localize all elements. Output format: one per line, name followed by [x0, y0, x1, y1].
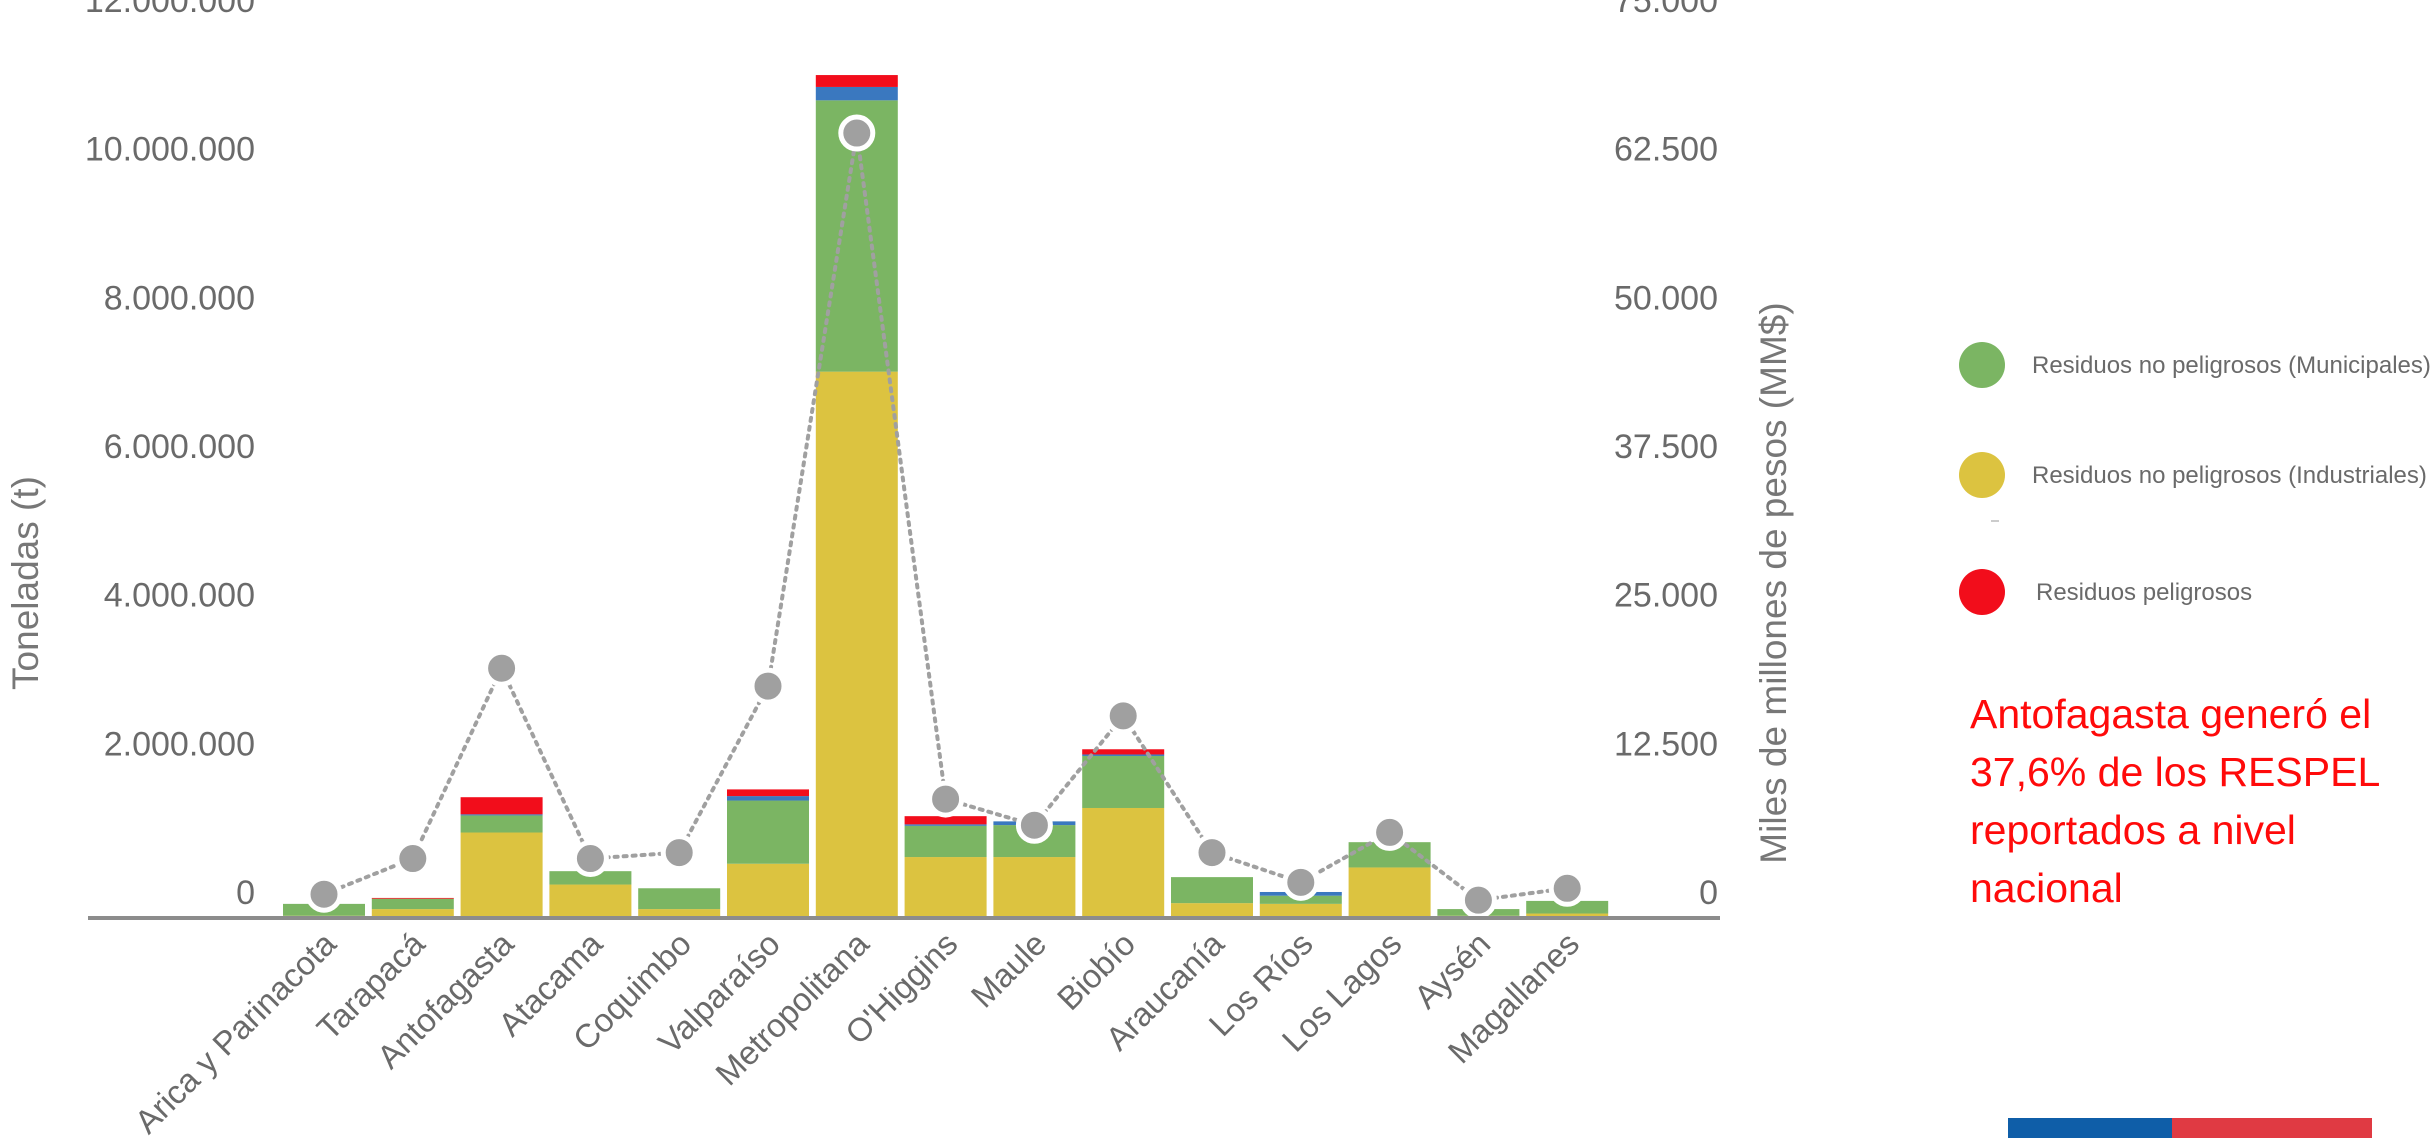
cost-point-antofagasta: [483, 649, 521, 687]
bar-valparaiso-residuos-no-peligrosos-industriales: [727, 863, 809, 918]
y2-tick-label: 37.500: [1614, 428, 1718, 466]
bar-maule-residuos-no-peligrosos-industriales: [993, 857, 1076, 918]
y-tick-label: 12.000.000: [85, 0, 255, 20]
bar-antofagasta-residuos-no-peligrosos-municipales: [460, 815, 543, 833]
legend-swatch-residuos-peligrosos: [1959, 569, 2005, 615]
y2-axis-title: Miles de millones de pesos (MM$): [1753, 302, 1794, 863]
y-tick-label: 6.000.000: [104, 428, 255, 466]
y-tick-label: 0: [236, 874, 255, 912]
cost-line-layer: [305, 114, 1586, 919]
legend-label-residuos-no-peligrosos-industriales: Residuos no peligrosos (Industriales): [2032, 462, 2427, 489]
bar-antofagasta-residuos-no-peligrosos-industriales: [460, 832, 543, 918]
annotation-note: Antofagasta generó el 37,6% de los RESPE…: [1970, 691, 2379, 911]
bar-metropolitana-otros: [815, 86, 898, 101]
legend-swatch-residuos-no-peligrosos-industriales: [1959, 452, 2005, 498]
cost-point-coquimbo: [660, 834, 698, 872]
y2-tick-label: 25.000: [1614, 577, 1718, 615]
legend: Residuos no peligrosos (Municipales) Resi…: [1959, 342, 2431, 615]
bar-tarapaca-residuos-peligrosos: [371, 897, 454, 899]
bar-o-higgins-residuos-no-peligrosos-industriales: [904, 857, 987, 918]
cost-point-maule: [1015, 806, 1053, 844]
cost-point-los-lagos: [1371, 813, 1409, 851]
legend-label-residuos-peligrosos: Residuos peligrosos: [2036, 579, 2252, 606]
y-tick-label: 2.000.000: [104, 725, 255, 763]
cost-point-los-rios: [1282, 863, 1320, 901]
legend-swatch-residuos-no-peligrosos-municipales: [1959, 342, 2005, 388]
bar-biobio-residuos-no-peligrosos-municipales: [1082, 755, 1165, 808]
bar-coquimbo-residuos-no-peligrosos-industriales: [638, 909, 721, 918]
bar-magallanes-residuos-no-peligrosos-industriales: [1526, 913, 1609, 918]
bar-o-higgins-otros: [904, 824, 987, 826]
y2-tick-label: 0: [1699, 874, 1718, 912]
bar-o-higgins-residuos-peligrosos: [904, 816, 987, 825]
y-tick-label: 8.000.000: [104, 279, 255, 317]
bar-tarapaca-residuos-no-peligrosos-industriales: [371, 909, 454, 918]
y2-tick-label: 50.000: [1614, 279, 1718, 317]
cost-point-arica-y-parinacota: [305, 875, 343, 913]
bar-antofagasta-residuos-peligrosos: [460, 797, 543, 815]
cost-point-araucania: [1193, 834, 1231, 872]
bars-layer: [283, 75, 1609, 918]
cost-point-metropolitana: [838, 114, 876, 152]
category-label-arica-y-parinacota: Arica y Parinacota: [127, 924, 343, 1138]
bar-atacama-residuos-no-peligrosos-industriales: [549, 884, 632, 918]
y2-tick-label: 12.500: [1614, 725, 1718, 763]
cost-point-tarapaca: [394, 840, 432, 878]
bar-valparaiso-otros: [727, 796, 809, 801]
bar-valparaiso-residuos-peligrosos: [727, 789, 809, 797]
y2-tick-label: 62.500: [1614, 131, 1718, 169]
bar-valparaiso-residuos-no-peligrosos-municipales: [727, 800, 809, 864]
bar-biobio-residuos-peligrosos: [1082, 749, 1165, 755]
category-label-metropolitana: Metropolitana: [708, 924, 876, 1092]
y-axis-title: Toneladas (t): [5, 476, 46, 690]
flag-stripe-red: [2172, 1118, 2372, 1138]
cost-point-biobio: [1104, 697, 1142, 735]
bar-magallanes-residuos-no-peligrosos-municipales: [1526, 900, 1609, 914]
cost-point-valparaiso: [749, 667, 787, 705]
bar-antofagasta-otros: [460, 814, 543, 816]
bar-biobio-otros: [1082, 754, 1165, 756]
flag-stripe-blue: [2008, 1118, 2172, 1138]
cost-point-atacama: [571, 840, 609, 878]
bar-o-higgins-residuos-no-peligrosos-municipales: [904, 825, 987, 858]
category-label-maule: Maule: [964, 925, 1054, 1015]
bar-biobio-residuos-no-peligrosos-industriales: [1082, 807, 1165, 918]
bar-los-rios-residuos-no-peligrosos-industriales: [1259, 903, 1342, 918]
bar-araucania-residuos-no-peligrosos-municipales: [1171, 877, 1253, 904]
bar-atacama-residuos-no-peligrosos-municipales: [549, 871, 632, 885]
bar-metropolitana-residuos-peligrosos: [815, 75, 898, 87]
cost-point-o-higgins: [927, 780, 965, 818]
y2-tick-label: 75.000: [1614, 0, 1718, 20]
cost-point-magallanes: [1548, 869, 1586, 907]
legend-separator: [1991, 520, 1999, 522]
y-tick-label: 10.000.000: [85, 131, 255, 169]
bar-tarapaca-residuos-no-peligrosos-municipales: [371, 898, 454, 910]
bar-los-lagos-residuos-no-peligrosos-industriales: [1348, 867, 1431, 918]
bar-coquimbo-residuos-no-peligrosos-municipales: [638, 888, 721, 910]
bar-metropolitana-residuos-no-peligrosos-industriales: [815, 371, 898, 918]
bar-araucania-residuos-no-peligrosos-industriales: [1171, 903, 1253, 918]
axes-layer: 0 2.000.000 4.000.000 6.000.000 8.000.000 10.…: [5, 0, 1794, 1138]
cost-point-aysen: [1459, 881, 1497, 919]
y-tick-label: 4.000.000: [104, 577, 255, 615]
legend-label-residuos-no-peligrosos-municipales: Residuos no peligrosos (Municipales): [2032, 352, 2431, 379]
